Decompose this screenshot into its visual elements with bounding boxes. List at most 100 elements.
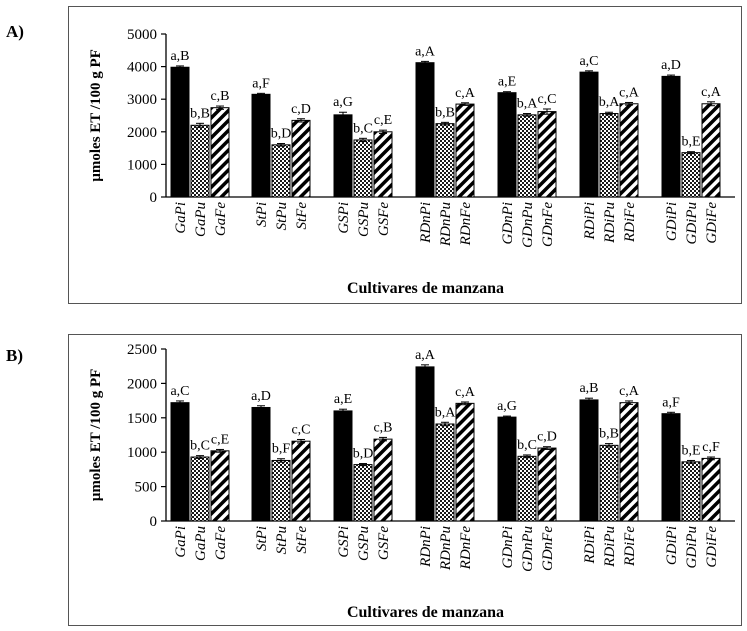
panel-b-label: B) — [6, 346, 23, 365]
x-tick-label: GSPi — [336, 202, 352, 234]
bar-rdnpi — [415, 62, 435, 198]
data-label: c,A — [619, 85, 640, 100]
data-label: b,B — [435, 105, 455, 120]
x-tick-label: GDiFe — [704, 526, 720, 568]
bar-gspi — [333, 410, 353, 522]
x-tick-label: RDiPi — [582, 202, 598, 241]
x-tick-label: GSFe — [376, 202, 392, 236]
data-label: b,D — [353, 447, 374, 462]
data-label: c,D — [537, 430, 557, 445]
data-label: a,C — [170, 384, 189, 399]
data-label: b,B — [599, 427, 619, 442]
y-tick-label: 4000 — [127, 60, 157, 76]
data-label: b,A — [599, 95, 621, 110]
data-label: c,A — [455, 385, 476, 400]
chart-panel-b: 0 500 1000 1500 2000 2500 µmoles ET /100 g PF a… — [88, 342, 735, 621]
x-tick-label: RDnPi — [418, 202, 434, 244]
bar-gdnpi — [497, 416, 517, 522]
bar-stfe — [291, 119, 311, 198]
panel-a-label: A) — [6, 22, 24, 41]
x-tick-label: StFe — [294, 526, 310, 554]
bar-gdife — [701, 457, 721, 522]
bar-gdife — [701, 103, 721, 198]
bar-gspu — [353, 464, 373, 522]
data-label: b,A — [435, 405, 457, 420]
data-label: a,E — [334, 392, 352, 407]
bar-gdnpi — [497, 92, 517, 198]
bar-gafe — [210, 107, 230, 198]
x-tick-label: GDiPi — [664, 526, 680, 565]
x-tick-label: GDnPu — [520, 526, 536, 572]
x-tick-label: RDiPu — [602, 202, 618, 244]
data-label: b,C — [353, 121, 373, 136]
bar-gdipu — [681, 461, 701, 522]
bar-rdipi — [579, 71, 599, 198]
x-tick-label: RDnFe — [458, 202, 474, 247]
data-label: a,A — [415, 44, 436, 59]
x-tick-label: GDnPi — [500, 526, 516, 569]
x-tick-label: RDiFe — [622, 526, 638, 567]
data-label: c,E — [374, 113, 392, 128]
bar-gdipu — [681, 152, 701, 198]
data-label: b,C — [190, 439, 210, 454]
x-tick-label: GSPu — [356, 526, 372, 561]
bar-stpu — [271, 144, 291, 198]
bar-rdnpu — [435, 123, 455, 198]
bar-rdipu — [599, 113, 619, 198]
data-label: c,C — [291, 422, 310, 437]
x-tick-label: StPi — [254, 202, 270, 227]
data-label: a,E — [498, 75, 516, 90]
data-label: c,C — [537, 92, 556, 107]
data-label: c,A — [455, 86, 476, 101]
bar-gsfe — [373, 438, 393, 522]
data-label: a,D — [251, 389, 271, 404]
bar-gsfe — [373, 131, 393, 198]
y-axis-title: µmoles ET /100 g PF — [88, 369, 104, 502]
bar-gapi — [170, 66, 190, 198]
bar-stpi — [251, 406, 271, 522]
y-tick-label: 1000 — [127, 445, 157, 461]
bar-rdnpi — [415, 366, 435, 522]
bar-gapu — [190, 124, 210, 198]
x-tick-label: RDnPu — [438, 526, 454, 571]
bar-rdnfe — [455, 402, 475, 522]
bar-gafe — [210, 450, 230, 522]
x-tick-label: GDiPi — [664, 202, 680, 241]
bar-rdipu — [599, 444, 619, 522]
data-label: a,D — [661, 58, 681, 73]
x-tick-label: GDnPi — [500, 202, 516, 245]
x-tick-label: RDnPi — [418, 526, 434, 568]
data-label: c,A — [701, 85, 722, 100]
data-label: b,E — [681, 135, 700, 150]
x-tick-label: GDnFe — [540, 202, 556, 247]
x-tick-label: GaPi — [173, 526, 189, 558]
x-tick-label: RDnPu — [438, 202, 454, 247]
x-tick-label: GaPu — [193, 526, 209, 561]
bar-gdnfe — [537, 447, 557, 522]
data-label: a,B — [170, 49, 189, 64]
data-label: a,G — [497, 399, 517, 414]
y-tick-label: 500 — [135, 480, 158, 496]
bar-gdipi — [661, 413, 681, 522]
bar-stfe — [291, 440, 311, 522]
data-label: c,D — [291, 102, 311, 117]
data-label: a,F — [252, 76, 270, 91]
data-label: c,E — [211, 432, 229, 447]
x-tick-label: StPi — [254, 526, 270, 551]
x-tick-label: RDiPi — [582, 526, 598, 565]
x-tick-label: StPu — [274, 526, 290, 554]
data-label: b,D — [271, 127, 292, 142]
y-axis-title: µmoles ET /100 g PF — [88, 49, 104, 182]
x-tick-label: GSPi — [336, 526, 352, 558]
x-tick-label: StPu — [274, 202, 290, 230]
bar-gdnpu — [517, 114, 537, 198]
x-tick-label: GSFe — [376, 526, 392, 560]
data-label: b,B — [190, 106, 210, 121]
bar-gapu — [190, 456, 210, 522]
y-tick-label: 0 — [150, 190, 158, 206]
y-tick-label: 5000 — [127, 27, 157, 43]
x-tick-label: StFe — [294, 202, 310, 230]
x-tick-label: GDiPu — [684, 526, 700, 569]
data-label: b,E — [681, 443, 700, 458]
data-label: b,C — [517, 438, 537, 453]
